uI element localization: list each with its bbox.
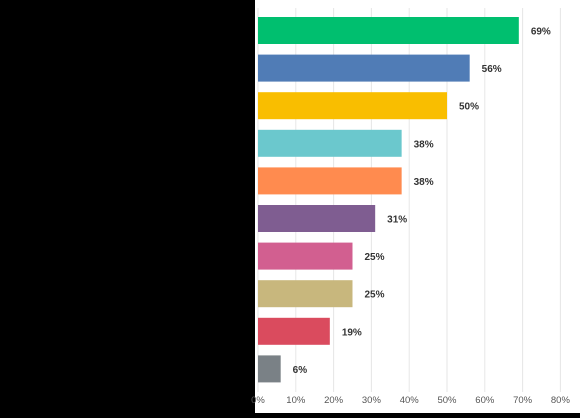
x-tick-label: 10%	[286, 395, 306, 406]
bar	[258, 280, 353, 308]
bar-value-label: 31%	[387, 215, 407, 226]
bar	[258, 355, 281, 383]
bar-value-label: 50%	[459, 102, 479, 113]
x-tick-label: 20%	[324, 395, 344, 406]
x-axis-ticks: 0% 10% 20% 30% 40% 50% 60% 70% 80%	[251, 395, 570, 406]
x-tick-label: 50%	[437, 395, 457, 406]
bar	[258, 317, 330, 345]
x-tick-label: 40%	[400, 395, 420, 406]
bars	[258, 17, 519, 383]
bar	[258, 129, 402, 157]
bar	[258, 17, 519, 44]
x-tick-label: 30%	[362, 395, 382, 406]
bar-value-labels: 69% 56% 50% 38% 38% 31% 25% 25% 19% 6%	[293, 27, 551, 376]
bar	[258, 92, 447, 120]
x-tick-label: 0%	[251, 395, 265, 406]
x-tick-label: 80%	[551, 395, 571, 406]
bar-value-label: 6%	[293, 365, 308, 376]
bar-value-label: 56%	[482, 64, 502, 75]
bar-value-label: 19%	[342, 327, 362, 338]
x-tick-label: 60%	[475, 395, 495, 406]
bar	[258, 205, 376, 232]
bar-value-label: 38%	[414, 139, 434, 150]
bar	[258, 242, 353, 270]
bar-value-label: 69%	[531, 27, 551, 38]
bar	[258, 167, 402, 195]
bar-value-label: 38%	[414, 177, 434, 188]
x-tick-label: 70%	[513, 395, 533, 406]
bar-value-label: 25%	[365, 290, 385, 301]
chart-left-blackout	[0, 0, 255, 413]
bar	[258, 54, 470, 82]
bar-value-label: 25%	[365, 252, 385, 263]
